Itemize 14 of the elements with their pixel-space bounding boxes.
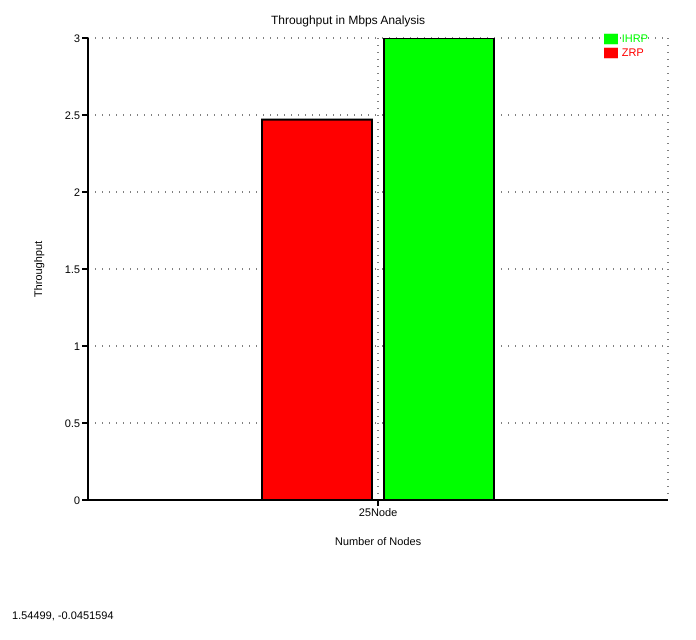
text: 1.54499, -0.0451594	[11, 609, 115, 624]
y-axis-title: Throughput	[32, 240, 45, 298]
y-tick-label: 2.5	[64, 110, 80, 122]
chart-title: Throughput in Mbps Analysis	[270, 13, 426, 27]
y-tick-label: 1	[74, 340, 80, 353]
legend-label: ZRP	[622, 46, 644, 59]
y-tick-label: 0.5	[64, 418, 80, 430]
y-tick-label: 3	[74, 32, 80, 45]
y-tick-label: 2	[74, 186, 80, 199]
y-tick-label: 1.5	[64, 264, 80, 276]
legend-label: IHRP	[622, 32, 648, 45]
x-axis-title: Number of Nodes	[334, 536, 422, 548]
x-tick-label: 25Node	[358, 506, 398, 519]
y-tick-label: 0	[74, 494, 80, 507]
